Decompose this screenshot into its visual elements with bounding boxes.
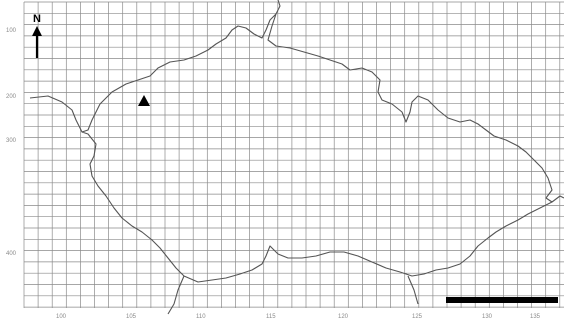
- y-tick-label: 400: [6, 251, 17, 257]
- x-tick-label: 105: [126, 314, 137, 320]
- y-tick-label: 300: [6, 138, 17, 144]
- x-tick-label: 120: [338, 314, 349, 320]
- y-tick-label: 100: [6, 28, 17, 34]
- scale-bar: [446, 297, 558, 303]
- country-boundary: [29, 13, 564, 283]
- y-tick-label: 200: [6, 94, 17, 100]
- x-tick-label: 130: [482, 314, 493, 320]
- north-label: N: [33, 13, 41, 25]
- map-grid: [23, 1, 564, 308]
- x-tick-label: 135: [530, 314, 541, 320]
- x-tick-label: 115: [266, 314, 276, 320]
- neighbor-boundary-top: [275, 0, 281, 15]
- x-tick-label: 110: [196, 314, 206, 320]
- triangle-marker-icon: [138, 95, 150, 106]
- x-tick-label: 125: [412, 314, 423, 320]
- north-arrow-icon: N: [32, 13, 42, 58]
- neighbor-boundary-bottom: [167, 275, 419, 315]
- x-tick-label: 100: [56, 314, 67, 320]
